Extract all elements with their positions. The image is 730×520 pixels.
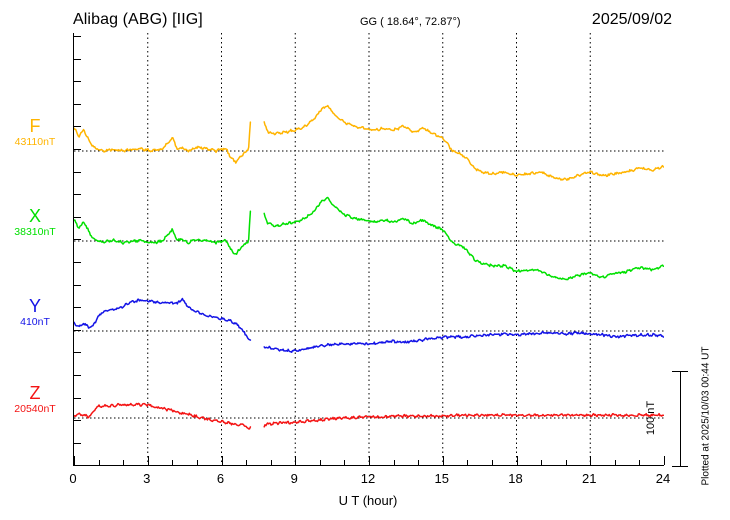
observation-date: 2025/09/02: [591, 11, 672, 28]
component-baseline-value: 410nT: [20, 316, 50, 328]
scale-bar-top-cap: [672, 371, 688, 372]
x-tick-label: 3: [143, 471, 151, 486]
component-label-z: Z 20540nT: [2, 384, 68, 416]
y-minor-tick: [74, 58, 81, 60]
x-major-tick: [516, 456, 518, 465]
y-minor-tick: [74, 103, 81, 105]
y-minor-tick: [74, 262, 81, 263]
component-traces: [74, 104, 664, 430]
y-minor-tick: [74, 126, 81, 128]
x-minor-tick: [491, 460, 493, 465]
x-major-tick: [74, 456, 75, 465]
x-tick-label: 9: [290, 471, 298, 486]
x-minor-tick: [393, 460, 395, 465]
y-minor-tick: [74, 284, 81, 286]
scale-bar-label: 100 nT: [645, 400, 657, 436]
x-major-tick: [221, 456, 223, 465]
component-symbol: Z: [29, 383, 41, 403]
magnetogram-plot-area: [73, 33, 665, 466]
x-minor-tick: [98, 460, 100, 465]
y-minor-tick: [74, 239, 81, 241]
component-label-y: Y 410nT: [2, 297, 68, 329]
scale-bar-line: [680, 371, 681, 466]
x-minor-tick: [467, 460, 469, 465]
scale-bar-bottom-cap: [672, 466, 688, 467]
component-symbol: F: [29, 116, 41, 136]
x-minor-tick: [246, 460, 248, 465]
x-tick-label: 6: [216, 471, 225, 486]
component-baseline-value: 43110nT: [14, 136, 56, 148]
gridlines: [147, 33, 591, 465]
y-minor-tick: [74, 194, 81, 196]
x-major-tick: [442, 456, 444, 465]
x-minor-tick: [123, 460, 125, 465]
x-major-tick: [664, 456, 665, 465]
y-minor-tick: [74, 216, 81, 218]
y-minor-tick: [74, 171, 81, 173]
y-minor-tick: [74, 420, 81, 422]
y-minor-tick: [74, 36, 81, 37]
component-baseline-value: 38310nT: [14, 226, 56, 238]
x-tick-label: 24: [655, 471, 671, 486]
y-minor-tick: [74, 307, 81, 309]
scale-bar: [672, 371, 688, 467]
x-minor-tick: [196, 460, 198, 465]
x-minor-tick: [541, 460, 543, 465]
y-minor-tick: [74, 442, 81, 444]
x-minor-tick: [639, 460, 641, 465]
component-baseline-value: 20540nT: [14, 403, 56, 415]
station-title: Alibag (ABG) [IIG]: [73, 11, 203, 28]
component-symbol: X: [28, 206, 41, 226]
x-major-tick: [147, 456, 149, 465]
x-tick-label: 12: [360, 471, 376, 486]
x-minor-tick: [344, 460, 346, 465]
x-minor-tick: [565, 460, 567, 465]
x-minor-tick: [319, 460, 321, 465]
x-minor-tick: [418, 460, 420, 465]
y-minor-tick: [74, 397, 81, 399]
x-minor-tick: [614, 460, 616, 465]
x-minor-tick: [270, 460, 272, 465]
component-symbol: Y: [28, 296, 41, 316]
component-label-x: X 38310nT: [2, 207, 68, 239]
geographic-coordinates: GG ( 18.64°, 72.87°): [360, 16, 461, 28]
trace-canvas: [74, 33, 664, 465]
x-major-tick: [295, 456, 297, 465]
y-minor-tick: [74, 149, 81, 150]
x-axis-title: U T (hour): [338, 493, 398, 508]
x-tick-label: 18: [508, 471, 523, 486]
x-tick-label: 0: [69, 471, 77, 486]
component-label-f: F 43110nT: [2, 117, 68, 149]
y-minor-tick: [74, 81, 81, 83]
y-minor-tick: [74, 329, 81, 331]
x-major-tick: [369, 456, 370, 465]
plotted-timestamp: Plotted at 2025/10/03 00:44 UT: [700, 346, 712, 486]
y-minor-tick: [74, 352, 81, 354]
y-minor-tick: [74, 375, 81, 376]
x-tick-label: 15: [434, 471, 449, 486]
x-minor-tick: [172, 460, 174, 465]
x-tick-label: 21: [582, 471, 597, 486]
x-major-tick: [590, 456, 592, 465]
